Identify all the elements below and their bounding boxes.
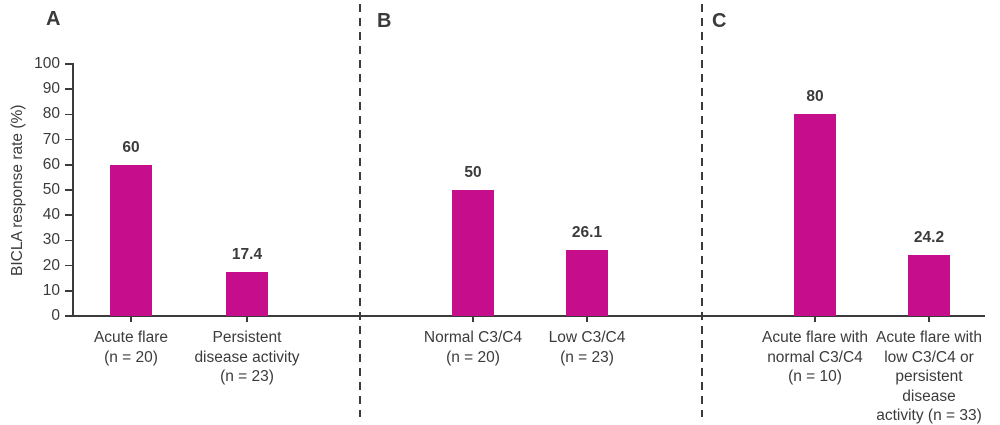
bar-value-label: 60 — [122, 138, 140, 156]
bar-value-label: 50 — [464, 164, 482, 181]
bar — [452, 190, 494, 316]
y-tick-label: 30 — [42, 231, 60, 249]
bar-value-label: 26.1 — [571, 224, 603, 242]
bar — [226, 272, 268, 316]
y-tick — [65, 138, 72, 141]
y-tick-label: 10 — [42, 281, 60, 299]
bar-tick — [246, 317, 248, 322]
panel-divider-dashed-2 — [701, 4, 704, 417]
bar-value-label: 80 — [806, 88, 824, 106]
bar-tick — [586, 317, 588, 322]
bar-category-label: Low C3/C4 (n = 23) — [548, 329, 626, 366]
y-tick — [65, 163, 72, 166]
panel-divider-dashed-1 — [359, 4, 362, 417]
y-tick-label: 100 — [34, 55, 60, 72]
bar-tick — [472, 317, 474, 322]
panel-label-c: C — [712, 10, 727, 32]
y-tick — [65, 315, 72, 317]
y-tick — [65, 88, 72, 91]
bar — [794, 114, 836, 316]
x-axis-line — [72, 315, 985, 317]
bar-category-label: Normal C3/C4 (n = 20) — [423, 329, 523, 366]
y-tick-label: 20 — [42, 256, 60, 274]
bar-value-label: 24.2 — [913, 229, 945, 247]
bar-category-label: Acute flare with low C3/C4 or persistent… — [876, 329, 982, 424]
bar-tick — [928, 317, 930, 322]
y-axis-line — [72, 63, 74, 316]
y-tick-label: 90 — [42, 80, 60, 98]
y-tick — [65, 113, 72, 116]
bar-category-label: Persistent disease activity (n = 23) — [194, 329, 300, 385]
bar — [908, 255, 950, 316]
panel-label-b: B — [377, 10, 392, 32]
bar-category-label: Acute flare (n = 20) — [93, 329, 169, 366]
y-tick — [65, 214, 72, 217]
y-tick-label: 80 — [42, 105, 60, 123]
y-tick-label: 0 — [51, 307, 60, 324]
panel-label-a: A — [46, 8, 61, 30]
y-tick — [65, 289, 72, 292]
y-tick-label: 40 — [42, 206, 60, 224]
y-tick — [65, 189, 72, 191]
bar — [566, 250, 608, 316]
bar-tick — [814, 317, 816, 322]
y-tick — [65, 63, 72, 65]
bar — [110, 164, 152, 316]
y-tick-label: 60 — [42, 155, 60, 173]
bar-tick — [130, 317, 132, 322]
y-tick-label: 70 — [42, 130, 60, 148]
bar-value-label: 17.4 — [231, 246, 263, 264]
bar-category-label: Acute flare with normal C3/C4 (n = 10) — [762, 329, 868, 385]
y-tick-label: 50 — [42, 181, 60, 198]
y-tick — [65, 239, 72, 242]
y-tick — [65, 264, 72, 267]
